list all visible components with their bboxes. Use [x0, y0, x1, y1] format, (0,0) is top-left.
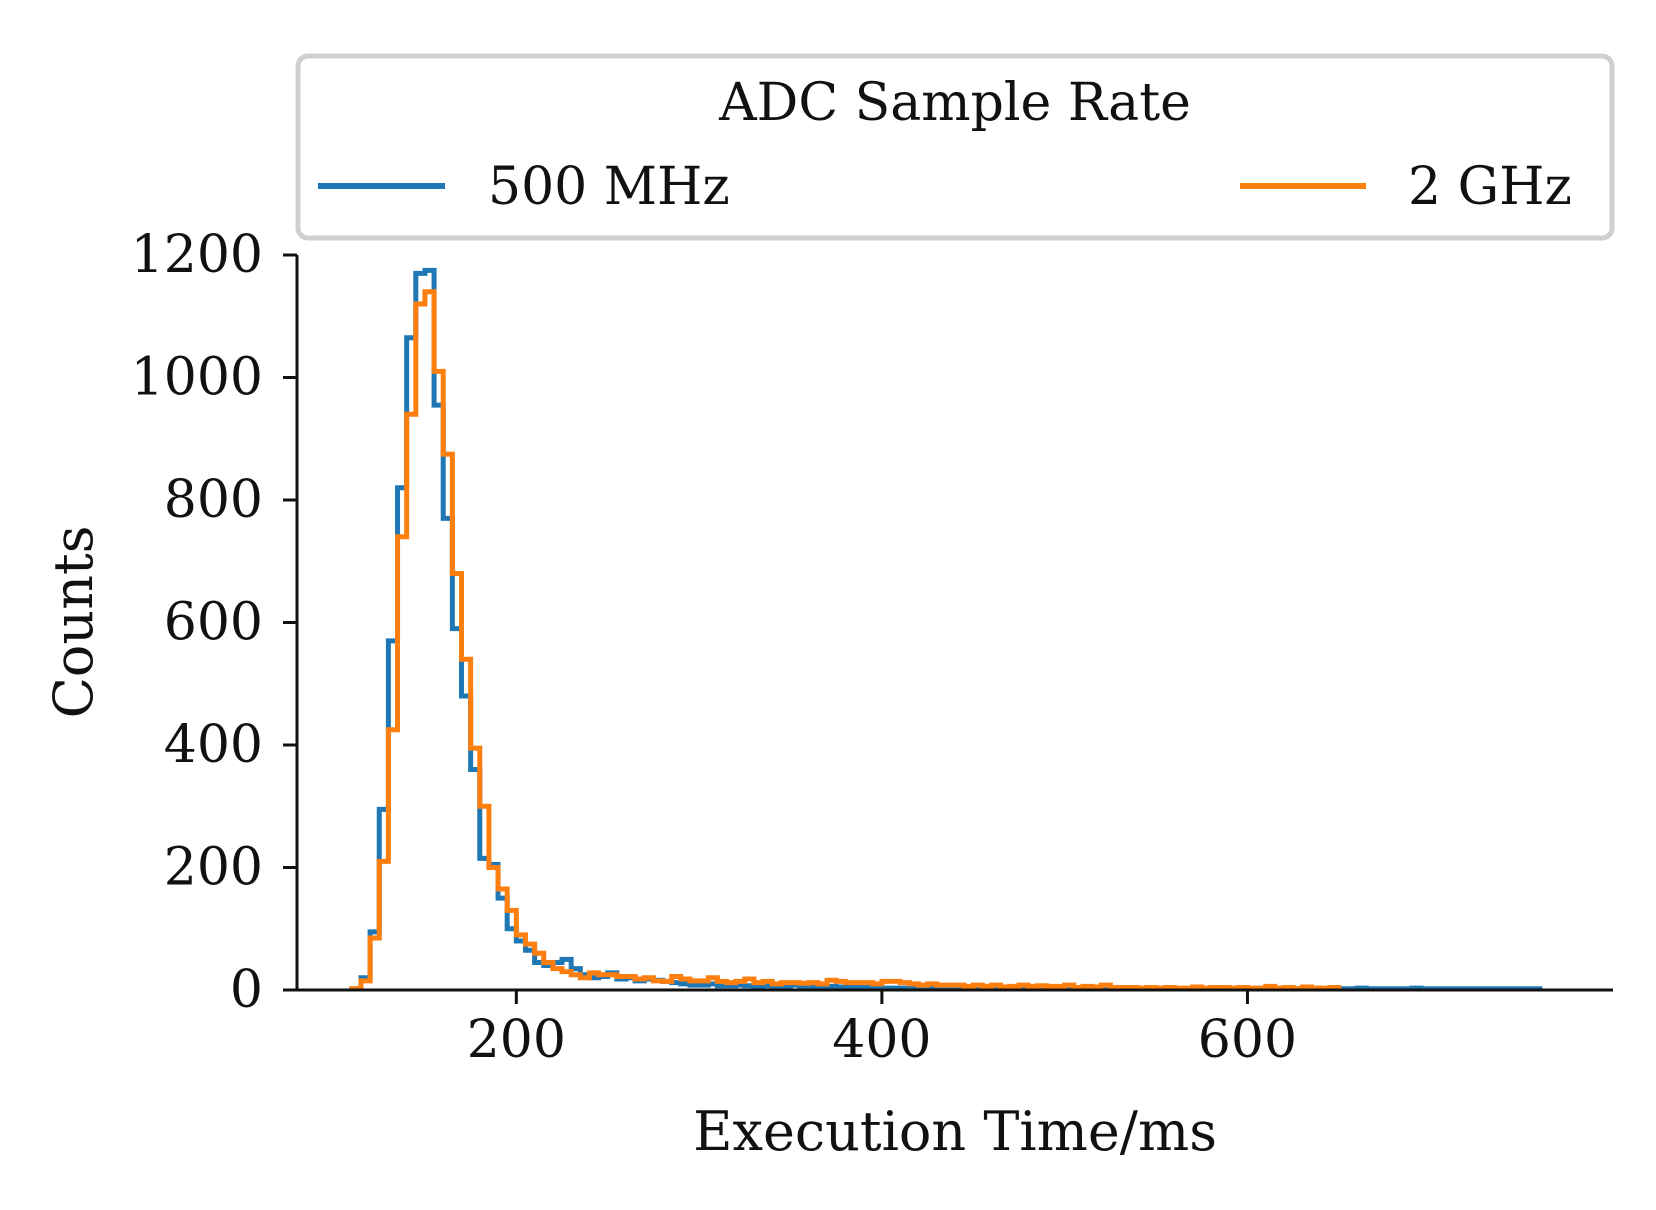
series-line [349, 289, 1342, 992]
x-tick-label: 400 [832, 1010, 931, 1070]
series-500mhz [349, 267, 1543, 992]
x-tick-label: 600 [1198, 1010, 1297, 1070]
y-tick-label: 200 [164, 838, 263, 898]
axes [295, 255, 1613, 992]
y-tick-label: 400 [164, 715, 263, 775]
legend-label-500mhz: 500 MHz [488, 157, 730, 217]
x-tick-label: 200 [467, 1010, 566, 1070]
legend-title: ADC Sample Rate [718, 73, 1191, 133]
series-line [349, 267, 1543, 992]
series-layer [349, 267, 1543, 992]
y-tick-label: 1200 [131, 225, 263, 285]
x-axis-label: Execution Time/ms [693, 1100, 1217, 1163]
y-tick-label: 1000 [131, 348, 263, 408]
legend-label-2ghz: 2 GHz [1408, 157, 1572, 217]
y-tick-label: 0 [230, 960, 263, 1020]
y-axis-label: Counts [42, 526, 105, 719]
y-tick-label: 600 [164, 593, 263, 653]
legend: ADC Sample Rate 500 MHz 2 GHz [295, 53, 1615, 241]
tick-layer: 200 400 600 0 200 400 600 800 1000 1200 [131, 225, 1297, 1070]
legend-frame [295, 53, 1615, 241]
series-2ghz [349, 289, 1342, 992]
y-tick-label: 800 [164, 470, 263, 530]
